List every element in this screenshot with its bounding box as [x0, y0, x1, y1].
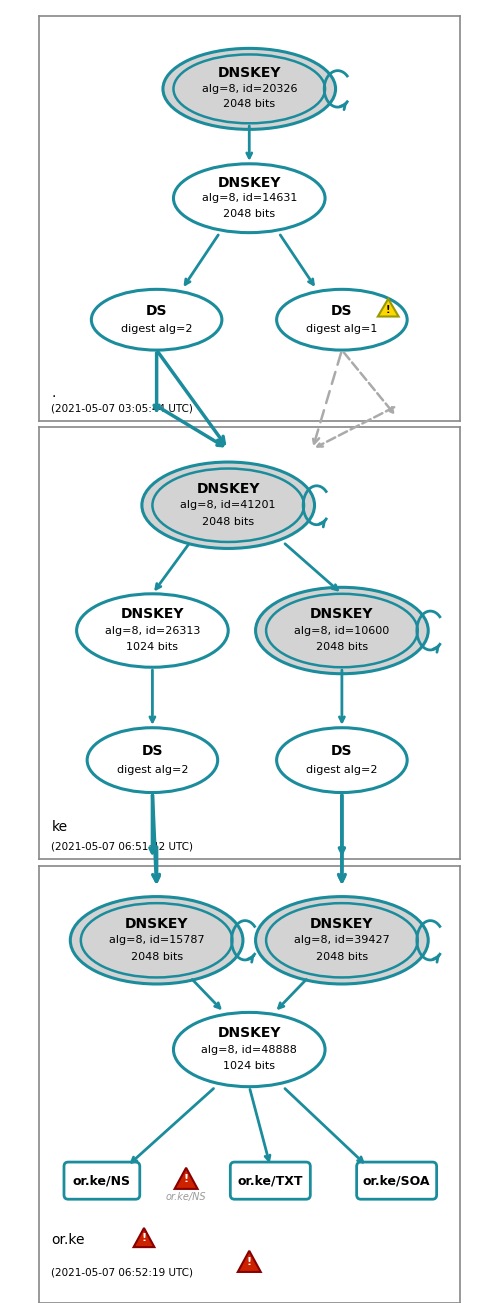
Text: 2048 bits: 2048 bits	[202, 517, 254, 526]
Text: DNSKEY: DNSKEY	[217, 1025, 281, 1040]
Ellipse shape	[173, 164, 325, 233]
Text: alg=8, id=20326: alg=8, id=20326	[201, 83, 297, 94]
Text: 1024 bits: 1024 bits	[223, 1061, 275, 1071]
Ellipse shape	[87, 727, 218, 792]
Text: alg=8, id=41201: alg=8, id=41201	[181, 500, 276, 511]
Text: or.ke: or.ke	[51, 1233, 85, 1247]
Polygon shape	[134, 1227, 154, 1247]
Text: ke: ke	[51, 820, 67, 834]
Ellipse shape	[91, 289, 222, 351]
Text: DNSKEY: DNSKEY	[310, 917, 374, 930]
Text: 2048 bits: 2048 bits	[316, 952, 368, 962]
Ellipse shape	[152, 469, 304, 542]
Text: 2048 bits: 2048 bits	[223, 208, 275, 219]
Text: !: !	[386, 305, 391, 315]
Text: DNSKEY: DNSKEY	[217, 66, 281, 81]
FancyBboxPatch shape	[357, 1162, 437, 1199]
Text: DNSKEY: DNSKEY	[217, 176, 281, 190]
Text: DNSKEY: DNSKEY	[197, 482, 260, 496]
Text: alg=8, id=14631: alg=8, id=14631	[201, 193, 297, 203]
Text: !: !	[247, 1257, 252, 1267]
Ellipse shape	[76, 594, 228, 667]
Text: or.ke/SOA: or.ke/SOA	[363, 1174, 430, 1187]
Text: DS: DS	[331, 744, 353, 757]
Text: alg=8, id=10600: alg=8, id=10600	[294, 625, 390, 636]
Text: (2021-05-07 03:05:44 UTC): (2021-05-07 03:05:44 UTC)	[51, 404, 193, 414]
Ellipse shape	[70, 896, 243, 984]
Text: or.ke/TXT: or.ke/TXT	[238, 1174, 303, 1187]
Ellipse shape	[266, 903, 418, 977]
Text: !: !	[183, 1174, 189, 1184]
Text: alg=8, id=48888: alg=8, id=48888	[201, 1045, 297, 1054]
Text: digest alg=2: digest alg=2	[117, 765, 188, 774]
Ellipse shape	[256, 896, 428, 984]
Text: DNSKEY: DNSKEY	[310, 607, 374, 622]
Ellipse shape	[277, 289, 407, 351]
Text: (2021-05-07 06:51:42 UTC): (2021-05-07 06:51:42 UTC)	[51, 842, 193, 852]
Text: alg=8, id=39427: alg=8, id=39427	[294, 936, 390, 945]
Text: (2021-05-07 06:52:19 UTC): (2021-05-07 06:52:19 UTC)	[51, 1268, 193, 1277]
Ellipse shape	[173, 1012, 325, 1087]
Text: DS: DS	[331, 304, 353, 318]
Text: !: !	[141, 1233, 147, 1243]
Ellipse shape	[277, 727, 407, 792]
Ellipse shape	[173, 55, 325, 124]
Text: digest alg=2: digest alg=2	[306, 765, 378, 774]
Text: DNSKEY: DNSKEY	[121, 607, 184, 622]
Ellipse shape	[163, 48, 335, 129]
Text: or.ke/NS: or.ke/NS	[166, 1192, 206, 1201]
Text: alg=8, id=15787: alg=8, id=15787	[109, 936, 204, 945]
Ellipse shape	[142, 463, 315, 549]
Ellipse shape	[256, 588, 428, 674]
Text: 2048 bits: 2048 bits	[131, 952, 182, 962]
Text: 2048 bits: 2048 bits	[223, 99, 275, 109]
Text: .: .	[51, 386, 56, 400]
Text: DNSKEY: DNSKEY	[125, 917, 188, 930]
Polygon shape	[238, 1251, 261, 1272]
Polygon shape	[378, 298, 399, 317]
FancyBboxPatch shape	[64, 1162, 140, 1199]
Text: digest alg=1: digest alg=1	[306, 323, 378, 334]
Polygon shape	[175, 1167, 197, 1188]
Text: DS: DS	[142, 744, 163, 757]
Ellipse shape	[266, 594, 418, 667]
Ellipse shape	[81, 903, 232, 977]
Text: DS: DS	[146, 304, 167, 318]
Text: 2048 bits: 2048 bits	[316, 642, 368, 652]
FancyBboxPatch shape	[230, 1162, 310, 1199]
Text: or.ke/NS: or.ke/NS	[73, 1174, 131, 1187]
Text: alg=8, id=26313: alg=8, id=26313	[105, 625, 200, 636]
Text: 1024 bits: 1024 bits	[126, 642, 179, 652]
Text: digest alg=2: digest alg=2	[121, 323, 192, 334]
